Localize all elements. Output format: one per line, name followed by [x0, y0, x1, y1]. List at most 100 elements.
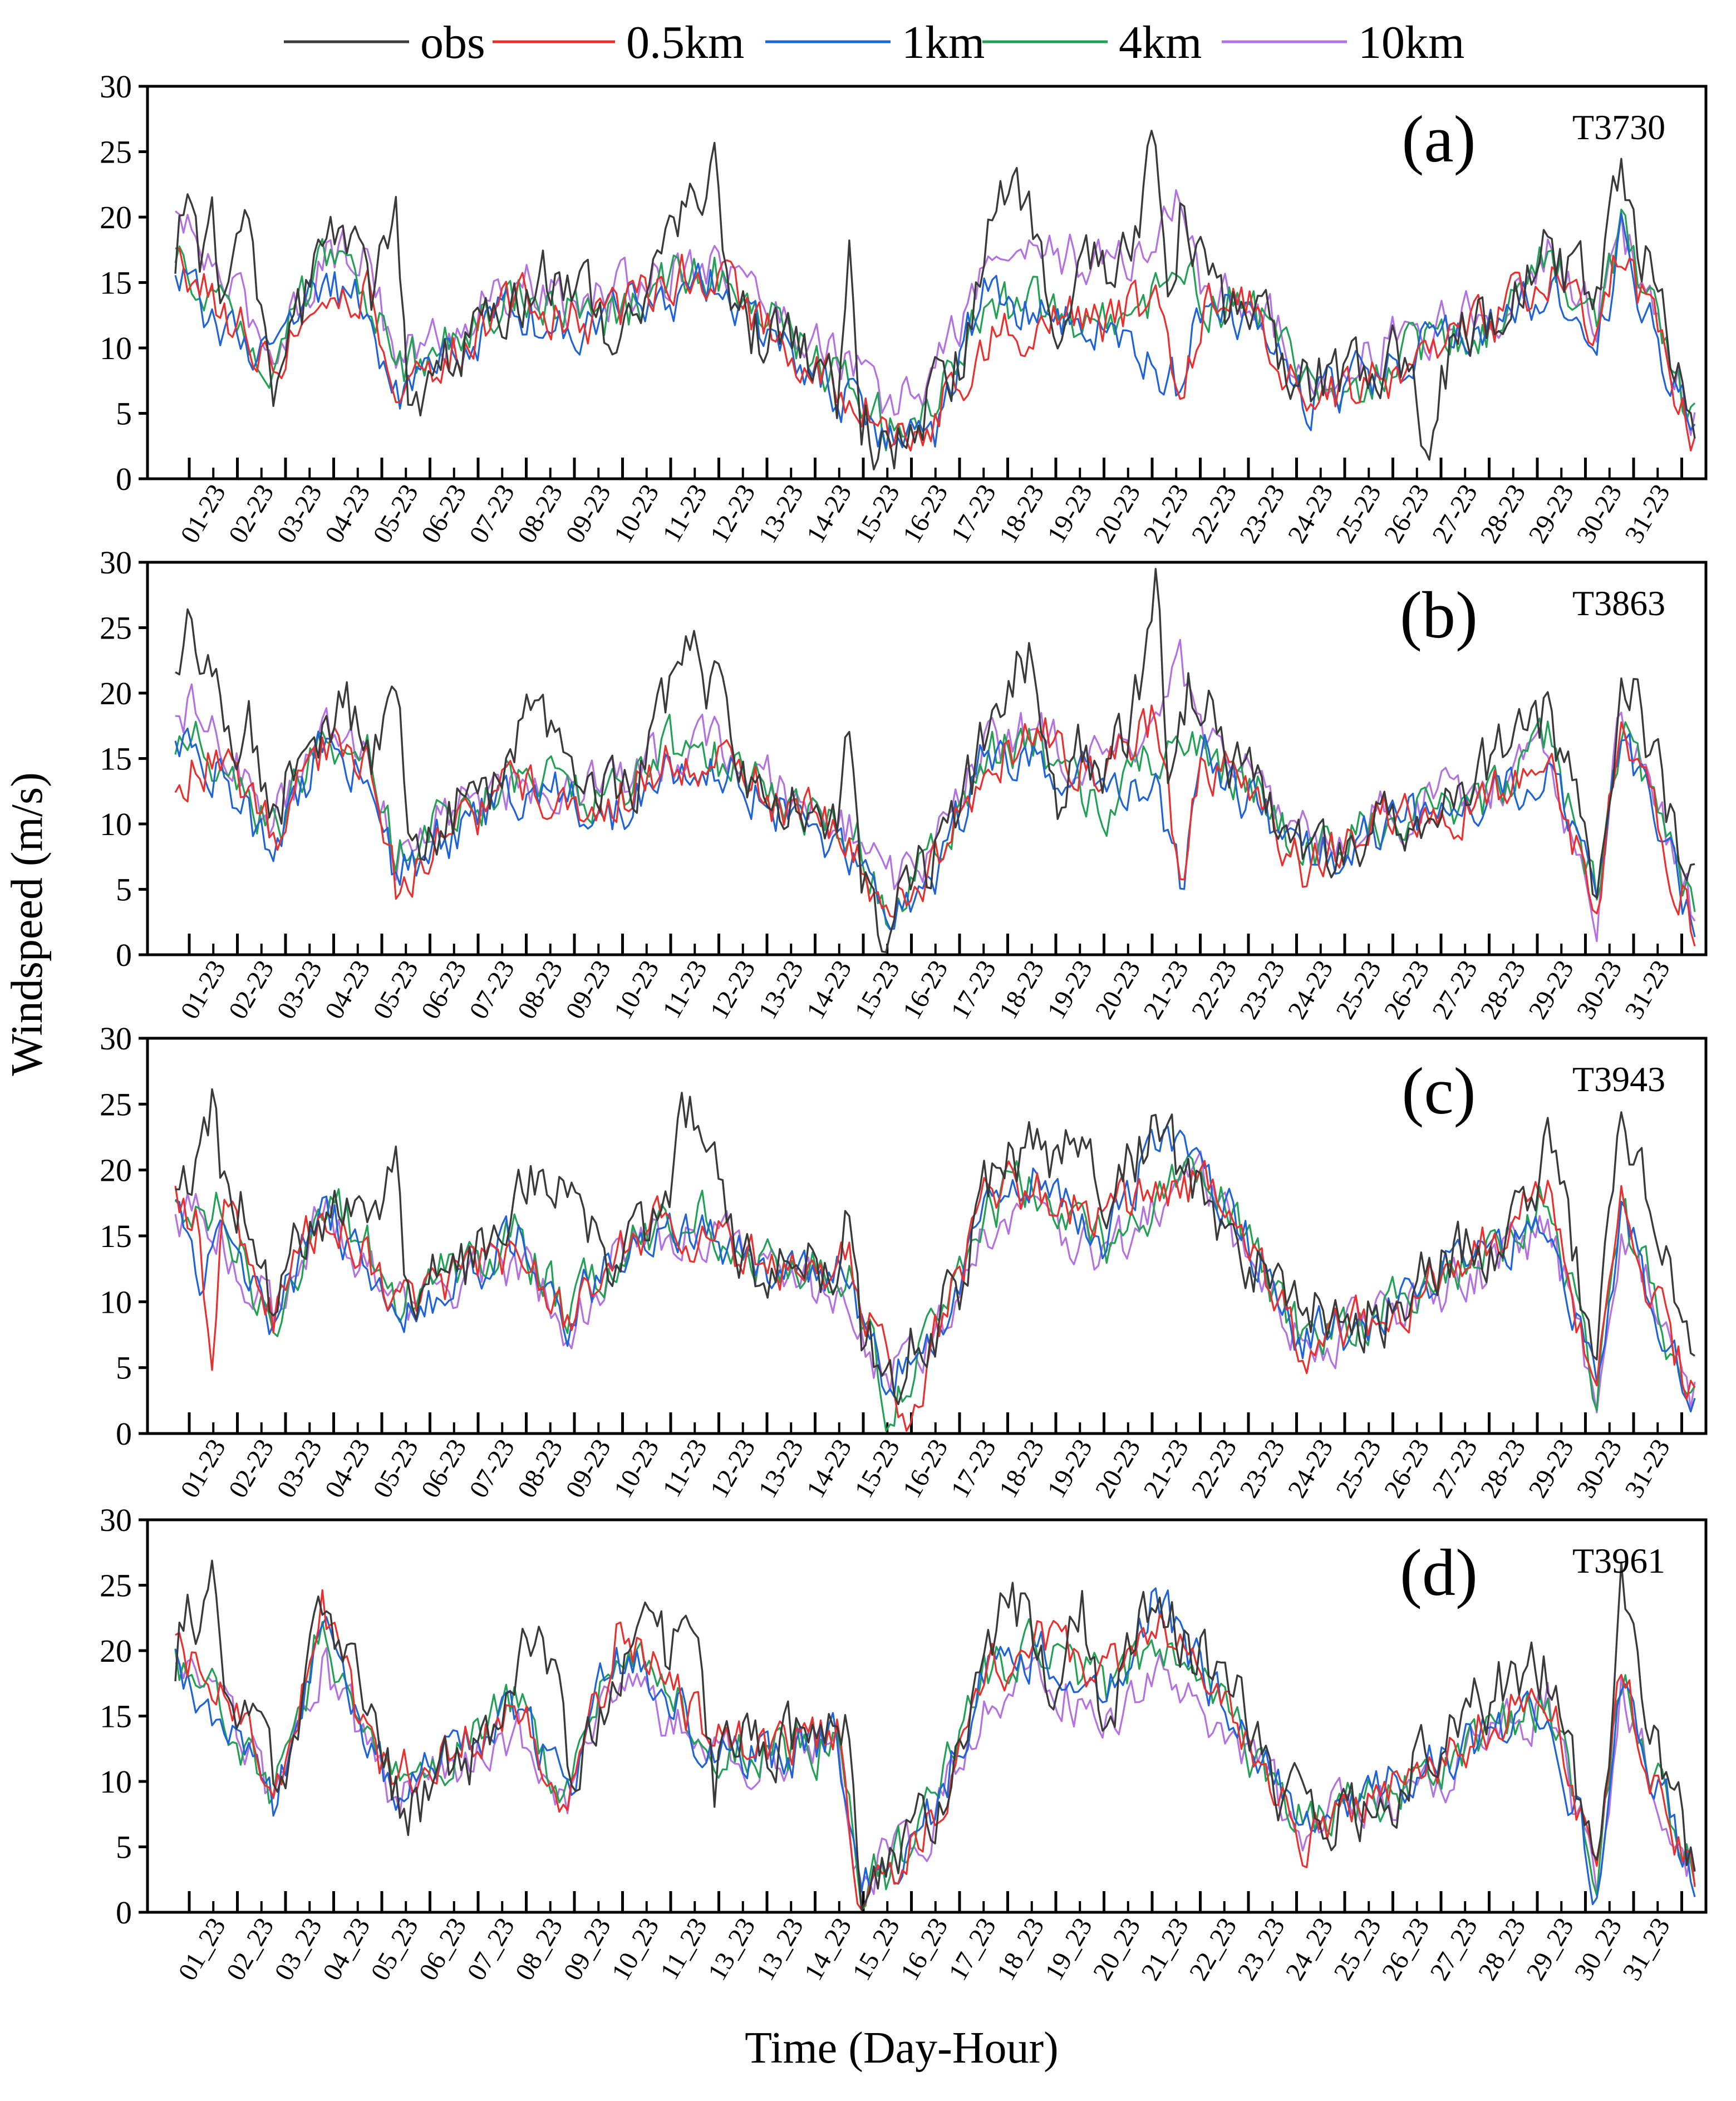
series-line-10km	[175, 639, 1696, 942]
y-tick-label: 30	[100, 68, 132, 105]
x-tick-label: 03-23	[271, 1434, 328, 1503]
y-tick-label: 5	[116, 396, 132, 432]
y-tick-label: 0	[116, 461, 132, 497]
x-tick-label: 15-23	[849, 479, 906, 548]
station-label: T3961	[1572, 1541, 1665, 1580]
x-tick-label: 19-23	[1041, 1434, 1098, 1503]
x-tick-label: 24_23	[1280, 1913, 1339, 1985]
chart-panels: 05101520253001-2302-2303-2304-2305-2306-…	[100, 68, 1708, 1985]
y-tick-label: 10	[100, 1764, 132, 1800]
panel-d: 0 5 10 15 20 25 30 01_2302_2303_2304_2305_2306_…	[100, 1502, 1708, 1985]
x-tick-label: 21-23	[1138, 955, 1194, 1024]
x-tick-label: 18_23	[991, 1913, 1050, 1985]
y-tick-label: 0	[116, 1416, 132, 1452]
x-tick-label: 31_23	[1617, 1913, 1676, 1985]
y-tick-label: 0	[116, 937, 132, 973]
x-tick-label: 16_23	[895, 1913, 954, 1985]
y-tick-label: 5	[116, 1829, 132, 1866]
panel-c: 0 5 10 15 20 25 30 01-2302-2303-2304-2305-2306-…	[100, 1020, 1708, 1503]
series-line-0.5km	[175, 1589, 1696, 1911]
x-tick-label: 02-23	[223, 1434, 280, 1503]
y-tick-label: 25	[100, 610, 132, 646]
x-tick-label: 23-23	[1234, 955, 1291, 1024]
x-tick-label: 29-23	[1523, 1434, 1580, 1503]
x-tick-label: 27-23	[1427, 479, 1483, 548]
x-tick-label: 28-23	[1475, 955, 1532, 1024]
x-tick-label: 24-23	[1282, 479, 1339, 548]
x-tick-label: 13_23	[750, 1913, 809, 1985]
x-tick-label: 29-23	[1523, 955, 1580, 1024]
x-tick-label: 22-23	[1186, 1434, 1243, 1503]
legend: obs 0.5km 1km 4km 10km	[284, 17, 1464, 68]
x-tick-label: 13-23	[753, 955, 809, 1024]
y-tick-label: 5	[116, 1350, 132, 1386]
x-tick-label: 26-23	[1379, 1434, 1435, 1503]
x-tick-label: 11-23	[657, 1434, 713, 1502]
x-tick-label: 16-23	[897, 955, 954, 1024]
series-line-1km	[174, 212, 1696, 449]
legend-label-obs: obs	[420, 17, 485, 68]
x-tick-label: 31-23	[1619, 955, 1676, 1024]
x-tick-label: 13_23	[702, 1913, 761, 1985]
x-tick-label: 17_23	[943, 1913, 1002, 1985]
x-tick-label: 02-23	[223, 955, 280, 1024]
x-tick-label: 19_23	[1039, 1913, 1098, 1985]
x-tick-label: 23-23	[1234, 479, 1291, 548]
x-tick-label: 08-23	[512, 479, 569, 548]
x-tick-label: 08-23	[512, 1434, 569, 1503]
x-tick-label: 16-23	[897, 479, 954, 548]
x-tick-label: 30-23	[1571, 1434, 1628, 1503]
x-tick-label: 04-23	[319, 479, 376, 548]
y-tick-label: 15	[100, 265, 132, 301]
x-tick-label: 31-23	[1619, 1434, 1676, 1503]
x-tick-label: 11-23	[657, 955, 713, 1023]
series-line-0.5km	[174, 1160, 1696, 1432]
x-tick-label: 04-23	[319, 1434, 376, 1503]
x-tick-label: 02-23	[223, 479, 280, 548]
x-tick-label: 25-23	[1330, 1434, 1387, 1503]
y-tick-label: 15	[100, 741, 132, 777]
x-tick-label: 21-23	[1138, 1434, 1194, 1503]
panel-label: (c)	[1401, 1054, 1476, 1128]
x-tick-label: 13-23	[753, 1434, 809, 1503]
panel-a: 0 5 10 15 20 25 30 01-2302-2303-2304-2305-2306-…	[100, 68, 1708, 548]
series-line-obs	[174, 1559, 1696, 1911]
x-tick-label: 11_23	[655, 1913, 713, 1985]
x-tick-label: 08-23	[512, 955, 569, 1024]
x-tick-label: 06-23	[416, 479, 473, 548]
panel-label: (d)	[1400, 1535, 1478, 1609]
legend-label-0.5km: 0.5km	[626, 17, 744, 68]
x-tick-label: 15_23	[847, 1913, 906, 1985]
x-tick-label: 05_23	[365, 1913, 424, 1985]
station-label: T3943	[1572, 1059, 1665, 1099]
x-tick-label: 06_23	[414, 1913, 473, 1985]
x-tick-label: 08_23	[510, 1913, 569, 1985]
x-tick-label: 10_23	[606, 1913, 665, 1985]
x-tick-label: 28-23	[1475, 1434, 1532, 1503]
x-tick-label: 23_23	[1232, 1913, 1291, 1985]
series-line-10km	[175, 189, 1696, 436]
x-tick-label: 17-23	[945, 479, 1002, 548]
y-tick-label: 10	[100, 806, 132, 842]
x-tick-label: 30-23	[1571, 479, 1628, 548]
y-tick-label: 20	[100, 1152, 132, 1189]
series-line-obs	[175, 1088, 1695, 1405]
x-tick-label: 29-23	[1523, 479, 1580, 548]
x-tick-label: 25-23	[1330, 955, 1387, 1024]
x-tick-label: 28_23	[1473, 1913, 1532, 1985]
x-tick-label: 01_23	[173, 1913, 232, 1985]
x-tick-label: 06-23	[416, 1434, 473, 1503]
legend-label-4km: 4km	[1119, 17, 1202, 68]
x-tick-label: 16-23	[897, 1434, 954, 1503]
y-tick-label: 15	[100, 1218, 132, 1254]
x-tick-label: 13-23	[753, 479, 809, 548]
x-tick-label: 31-23	[1619, 479, 1676, 548]
legend-label-10km: 10km	[1358, 17, 1464, 68]
x-tick-label: 03_23	[269, 1913, 328, 1985]
panel-label: (b)	[1400, 578, 1478, 652]
y-tick-label: 20	[100, 1633, 132, 1669]
x-tick-label: 01-23	[175, 479, 232, 548]
x-tick-label: 18-23	[994, 1434, 1050, 1503]
legend-label-1km: 1km	[902, 17, 985, 68]
x-tick-label: 20-23	[1090, 1434, 1147, 1503]
